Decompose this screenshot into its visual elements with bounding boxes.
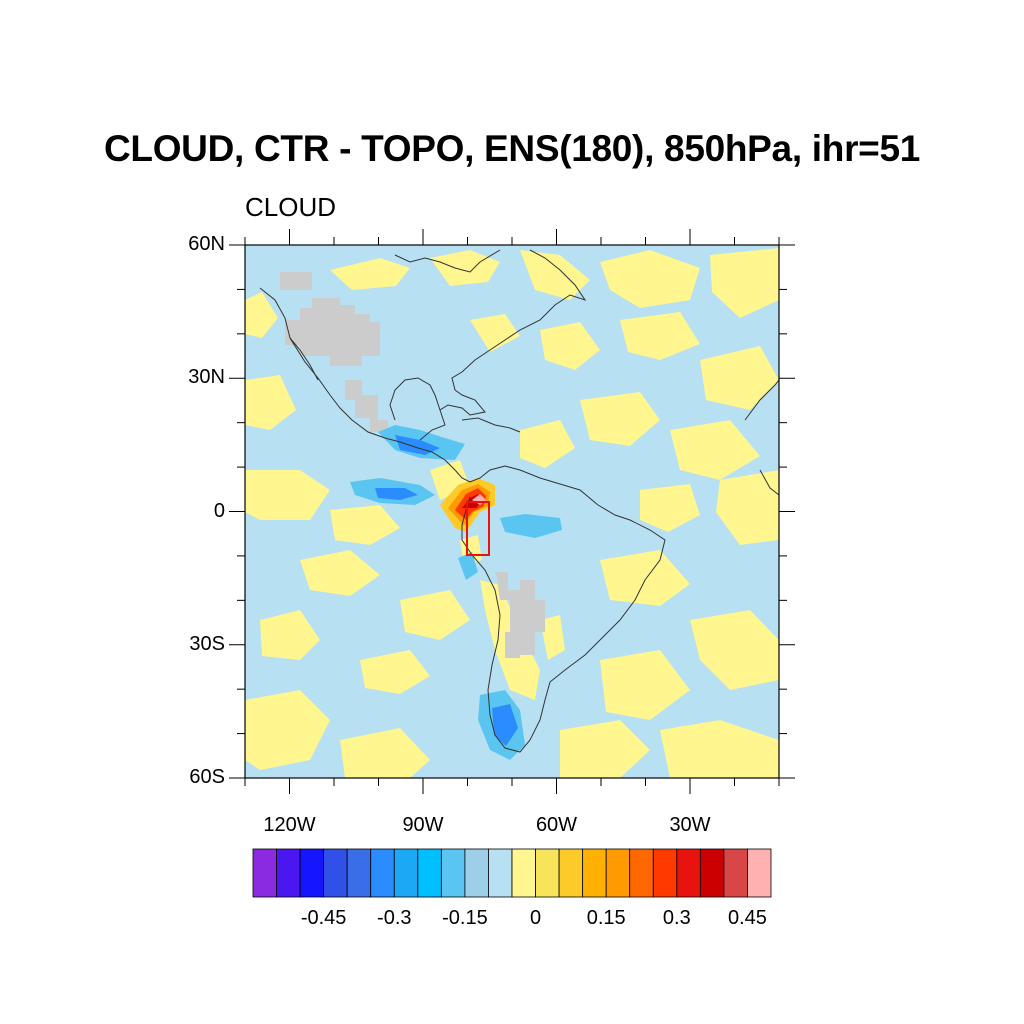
plot-title: CLOUD, CTR - TOPO, ENS(180), 850hPa, ihr… — [103, 128, 921, 169]
colorbar-label: 0.3 — [662, 907, 691, 929]
lat-label: 60S — [189, 766, 225, 788]
map-panel — [245, 245, 779, 778]
lat-label: 0 — [213, 499, 225, 522]
colorbar-swatch — [629, 848, 654, 898]
colorbar-swatch — [276, 848, 301, 898]
colorbar-swatch — [747, 848, 772, 898]
colorbar-swatch — [252, 848, 277, 898]
topography-mask — [280, 272, 545, 658]
colorbar-swatch — [299, 848, 325, 898]
colorbar-swatch — [558, 848, 584, 898]
lat-label: 30S — [189, 632, 225, 655]
colorbar-swatch — [699, 848, 725, 898]
colorbar-swatch — [323, 848, 348, 898]
colorbar-swatch — [535, 848, 560, 898]
colorbar-swatch — [511, 848, 536, 898]
colorbar-label: -0.45 — [300, 907, 347, 929]
colorbar-swatch — [393, 848, 419, 898]
colorbar-label: 0.45 — [727, 907, 767, 929]
colorbar-label: 0.15 — [586, 907, 626, 929]
colorbar — [252, 848, 772, 898]
colorbar-swatch — [582, 848, 607, 898]
colorbar-swatch — [488, 848, 513, 898]
analysis-box — [466, 501, 490, 556]
lon-label: 120W — [263, 814, 316, 836]
colorbar-label: -0.3 — [377, 907, 412, 929]
colorbar-swatch — [370, 848, 395, 898]
lon-label: 30W — [669, 814, 711, 836]
colorbar-label: 0 — [529, 907, 542, 929]
lat-label: 60N — [188, 233, 225, 255]
colorbar-swatch — [652, 848, 678, 898]
lat-label: 30N — [188, 366, 225, 389]
lon-label: 60W — [535, 814, 578, 836]
coastlines — [259, 249, 779, 753]
colorbar-swatch — [723, 848, 748, 898]
colorbar-swatch — [676, 848, 701, 898]
lon-label: 90W — [402, 814, 444, 836]
colorbar-swatch — [605, 848, 631, 898]
colorbar-swatch — [464, 848, 489, 898]
colorbar-swatch — [440, 848, 466, 898]
colorbar-swatch — [346, 848, 372, 898]
colorbar-swatch — [417, 848, 442, 898]
axis-ticks — [229, 229, 795, 794]
colorbar-label: -0.15 — [442, 907, 488, 929]
plot-subtitle: CLOUD — [245, 192, 337, 222]
